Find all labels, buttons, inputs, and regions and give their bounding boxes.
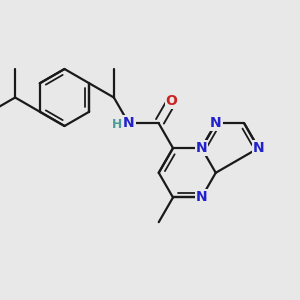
Text: O: O — [166, 94, 178, 108]
Text: H: H — [112, 118, 123, 131]
Text: N: N — [196, 190, 207, 205]
Text: N: N — [210, 116, 222, 130]
Text: N: N — [253, 141, 264, 155]
Text: N: N — [123, 116, 135, 130]
Text: N: N — [196, 141, 207, 155]
